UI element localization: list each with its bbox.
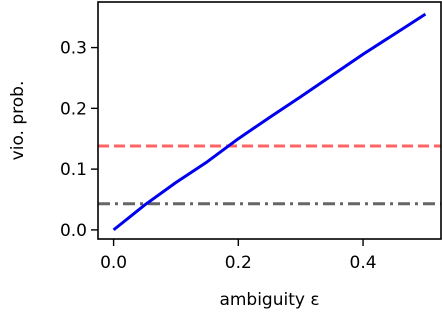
- x-axis-label: ambiguity ε: [219, 290, 319, 310]
- y-tick-label: 0.0: [60, 221, 87, 241]
- y-tick-label: 0.2: [60, 99, 87, 119]
- x-tick-label: 0.4: [350, 253, 377, 273]
- x-axis: 0.0 0.2 0.4: [100, 239, 377, 273]
- y-axis-label: vio. prob.: [8, 81, 28, 161]
- series-line-0: [112, 12, 427, 232]
- y-axis: 0.0 0.1 0.2 0.3: [60, 39, 98, 241]
- plot-content: [98, 12, 441, 232]
- x-tick-label: 0.2: [225, 253, 252, 273]
- plot-frame: [97, 1, 442, 240]
- x-tick-label: 0.0: [100, 253, 127, 273]
- y-tick-label: 0.3: [60, 39, 87, 59]
- y-tick-label: 0.1: [60, 160, 87, 180]
